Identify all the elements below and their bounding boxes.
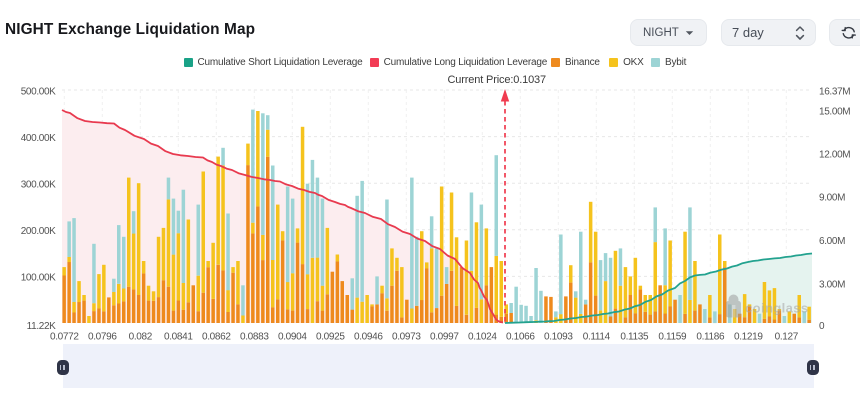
svg-text:0.1093: 0.1093 (544, 332, 573, 343)
svg-text:9.00M: 9.00M (819, 193, 845, 204)
svg-text:0.0841: 0.0841 (164, 332, 193, 343)
svg-text:300.00K: 300.00K (21, 180, 56, 191)
svg-text:0.1066: 0.1066 (506, 332, 535, 343)
svg-text:0.0796: 0.0796 (88, 332, 117, 343)
svg-text:100.00K: 100.00K (21, 273, 56, 284)
svg-text:6.00M: 6.00M (819, 236, 845, 247)
svg-text:0: 0 (819, 321, 825, 332)
svg-text:0.1186: 0.1186 (696, 332, 725, 343)
svg-text:0.1135: 0.1135 (620, 332, 649, 343)
svg-text:coinglass: coinglass (745, 301, 809, 316)
svg-text:0.0883: 0.0883 (240, 332, 269, 343)
svg-text:400.00K: 400.00K (21, 133, 56, 144)
svg-text:0.1024: 0.1024 (468, 332, 497, 343)
svg-text:0.1159: 0.1159 (658, 332, 687, 343)
svg-text:0.0862: 0.0862 (202, 332, 231, 343)
svg-text:0.082: 0.082 (129, 332, 153, 343)
svg-text:0.1219: 0.1219 (734, 332, 763, 343)
svg-text:0.0946: 0.0946 (354, 332, 383, 343)
svg-text:15.00M: 15.00M (819, 106, 850, 117)
svg-text:12.00M: 12.00M (819, 149, 850, 160)
svg-text:3.00M: 3.00M (819, 279, 845, 290)
svg-text:0.0904: 0.0904 (278, 332, 307, 343)
svg-text:0.127: 0.127 (775, 332, 799, 343)
svg-text:500.00K: 500.00K (21, 86, 56, 97)
svg-text:16.37M: 16.37M (819, 86, 850, 97)
svg-text:200.00K: 200.00K (21, 226, 56, 237)
svg-text:11.22K: 11.22K (27, 321, 57, 332)
svg-text:0.1114: 0.1114 (583, 332, 611, 343)
svg-text:0.0772: 0.0772 (50, 332, 79, 343)
svg-text:0.0973: 0.0973 (392, 332, 421, 343)
svg-text:0.0925: 0.0925 (316, 332, 345, 343)
svg-text:0.0997: 0.0997 (430, 332, 459, 343)
